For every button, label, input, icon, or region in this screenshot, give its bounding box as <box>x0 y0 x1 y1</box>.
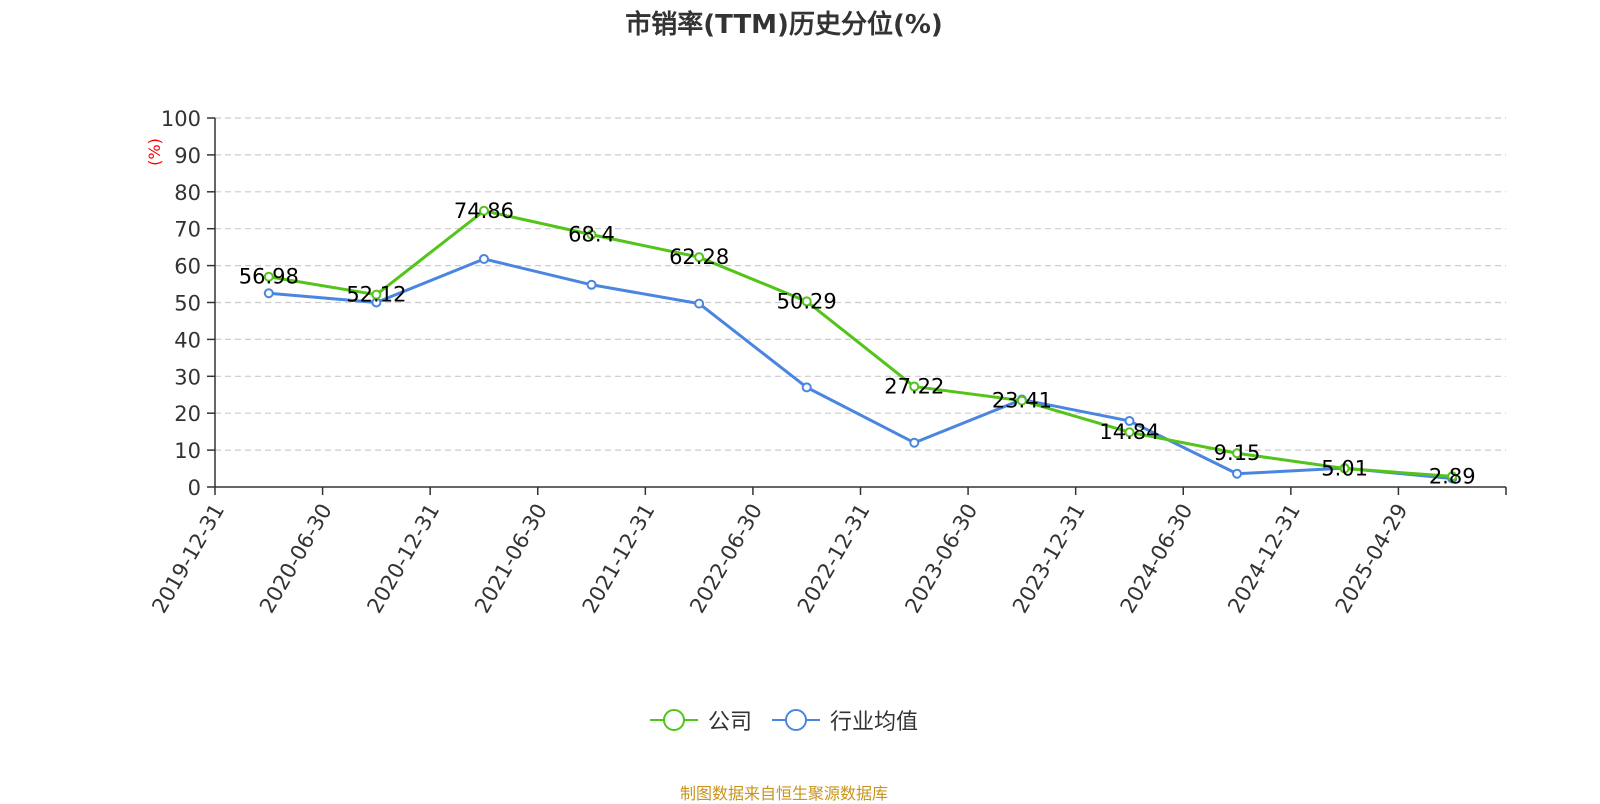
grid-lines <box>215 117 1506 451</box>
y-tick-label: 80 <box>174 181 201 205</box>
source-note: 制图数据来自恒生聚源数据库 <box>679 784 888 803</box>
x-tick-label: 2024-12-31 <box>1223 500 1305 618</box>
legend-item-company[interactable]: 公司 <box>649 704 752 736</box>
legend-industry-marker-icon <box>772 709 820 731</box>
series-line-industry <box>268 257 1453 481</box>
x-tick-label: 2020-06-30 <box>255 500 337 618</box>
data-point-industry <box>478 253 489 264</box>
legend-company-marker-icon <box>649 709 698 731</box>
data-label: 2.89 <box>1429 464 1476 488</box>
x-tick-label: 2020-12-31 <box>362 500 444 618</box>
data-point-company <box>1232 448 1243 459</box>
data-point-industry <box>1232 468 1243 479</box>
data-point-company <box>1447 471 1458 482</box>
data-point-company <box>371 289 382 300</box>
y-tick-label: 60 <box>174 255 201 279</box>
data-label: 52.12 <box>346 283 406 307</box>
data-point-company <box>1124 427 1135 438</box>
data-point-industry <box>909 437 920 448</box>
y-axis-label: (%) <box>145 138 164 166</box>
x-tick-label: 2022-12-31 <box>793 500 875 618</box>
data-point-company <box>263 271 274 282</box>
x-tick-label: 2022-06-30 <box>685 500 767 618</box>
data-label: 27.22 <box>884 375 944 399</box>
data-point-company <box>586 229 597 240</box>
data-point-company <box>478 205 489 216</box>
data-labels: 56.98 52.12 74.86 68.4 62.28 50.29 27.22 23.41 1… <box>239 199 1476 489</box>
data-point-industry <box>694 298 705 309</box>
y-tick-label: 0 <box>188 476 201 500</box>
y-tick-label: 10 <box>174 439 201 463</box>
y-tick-label: 20 <box>174 402 201 426</box>
x-tick-label: 2021-06-30 <box>470 500 552 618</box>
x-tick-label: 2023-12-31 <box>1008 500 1090 618</box>
data-point-company <box>694 252 705 263</box>
data-label: 5.01 <box>1321 457 1368 481</box>
data-label: 23.41 <box>992 389 1052 413</box>
data-point-industry <box>586 279 597 290</box>
x-tick-label: 2024-06-30 <box>1116 500 1198 618</box>
y-tick-label: 50 <box>174 292 201 316</box>
data-point-industry <box>1124 415 1135 426</box>
y-tick-label: 90 <box>174 144 201 168</box>
axes: 0 10 20 30 40 50 60 70 80 90 100 (%) 2019-12-31 2020-… <box>145 107 1507 618</box>
legend-label-company: 公司 <box>707 710 752 735</box>
x-tick-label: 2025-04-29 <box>1331 500 1413 618</box>
chart-title: 市销率(TTM)历史分位(%) <box>625 10 943 40</box>
legend-item-industry[interactable]: 行业均值 <box>772 704 918 736</box>
data-point-industry <box>801 382 812 393</box>
data-label: 68.4 <box>568 223 615 247</box>
x-tick-label: 2023-06-30 <box>900 500 982 618</box>
x-tick-label: 2021-12-31 <box>578 500 660 618</box>
data-point-company <box>909 381 920 392</box>
y-tick-label: 100 <box>161 107 201 131</box>
data-point-company <box>801 296 812 307</box>
x-tick-label: 2019-12-31 <box>147 500 229 618</box>
data-point-company <box>1016 395 1027 406</box>
data-label: 74.86 <box>454 199 514 223</box>
data-label: 62.28 <box>669 245 729 269</box>
data-label: 9.15 <box>1214 441 1261 465</box>
legend: 公司 行业均值 <box>0 704 1568 736</box>
data-point-company <box>1339 463 1350 474</box>
series-lines <box>263 205 1458 484</box>
y-tick-label: 30 <box>174 365 201 389</box>
legend-label-industry: 行业均值 <box>830 710 919 735</box>
y-tick-label: 40 <box>174 328 201 352</box>
data-label: 56.98 <box>239 265 299 289</box>
y-tick-label: 70 <box>174 218 201 242</box>
series-line-company <box>268 209 1453 478</box>
data-label: 14.84 <box>1099 420 1159 444</box>
data-label: 50.29 <box>777 289 837 313</box>
data-point-industry <box>263 288 274 299</box>
